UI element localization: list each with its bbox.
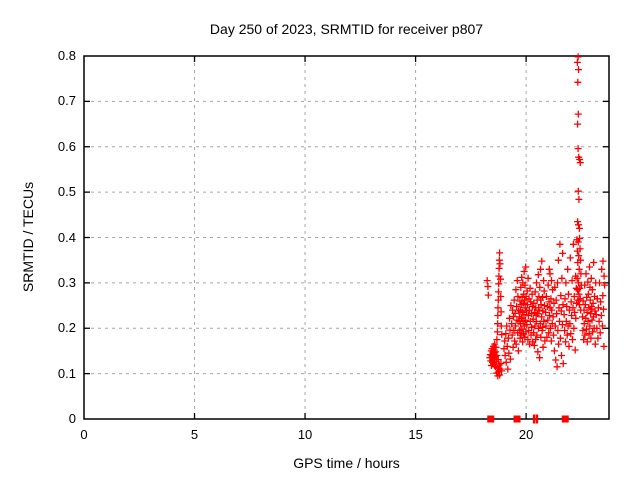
baseline-bar-marker	[532, 414, 536, 424]
chart-title: Day 250 of 2023, SRMTID for receiver p80…	[209, 21, 484, 37]
y-tick-label: 0.6	[57, 138, 76, 154]
baseline-square-marker	[561, 415, 569, 423]
y-tick-label: 0.7	[57, 93, 76, 109]
baseline-bar-marker	[535, 414, 539, 424]
baseline-square-marker	[513, 415, 521, 423]
x-tick-label: 10	[297, 427, 313, 442]
y-tick-label: 0.8	[57, 48, 76, 63]
y-tick-label: 0.5	[57, 184, 76, 200]
y-tick-label: 0.3	[57, 274, 76, 290]
x-tick-label: 5	[190, 427, 199, 442]
x-tick-label: 0	[80, 427, 88, 442]
y-tick-label: 0.1	[57, 365, 76, 381]
baseline-square-marker	[487, 415, 495, 423]
y-tick-label: 0	[68, 411, 76, 426]
x-tick-label: 20	[518, 427, 534, 442]
x-axis-label: GPS time / hours	[293, 455, 400, 471]
y-tick-label: 0.2	[57, 320, 76, 336]
data-points-series	[483, 53, 609, 380]
y-tick-label: 0.4	[57, 229, 76, 245]
x-tick-label: 15	[408, 427, 423, 442]
